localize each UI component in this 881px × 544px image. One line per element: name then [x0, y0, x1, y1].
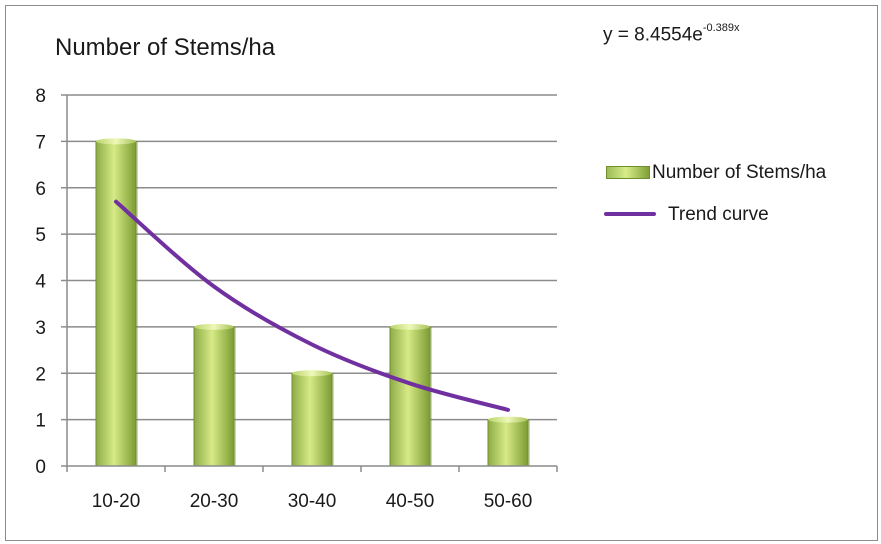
chart-title: Number of Stems/ha: [55, 34, 276, 61]
y-tick-label: 4: [35, 272, 46, 293]
y-tick-label: 2: [35, 364, 46, 385]
x-tick-label: 20-30: [190, 491, 239, 512]
trendline-equation: y = 8.4554e-0.389x: [603, 22, 740, 46]
bar: [487, 419, 529, 467]
legend-label-trend: Trend curve: [668, 204, 769, 225]
bar-cap: [488, 416, 528, 423]
legend-label-bars: Number of Stems/ha: [652, 162, 827, 183]
legend-swatch-trend: [604, 212, 656, 216]
bar-cap: [292, 370, 332, 377]
equation-exponent: -0.389x: [702, 22, 740, 34]
bar-cap: [390, 323, 430, 330]
bar-cap: [194, 323, 234, 330]
x-tick-label: 10-20: [92, 491, 141, 512]
bar: [389, 326, 431, 467]
x-tick-label: 50-60: [484, 491, 533, 512]
equation-text: y = 8.4554e: [603, 24, 703, 46]
legend-swatch-bars: [606, 166, 650, 179]
y-tick-label: 7: [35, 132, 46, 153]
bar: [193, 326, 235, 467]
x-tick-label: 40-50: [386, 491, 435, 512]
y-tick-label: 8: [35, 86, 46, 107]
y-tick-label: 5: [35, 225, 46, 246]
y-tick-label: 1: [35, 411, 46, 432]
trend-curve: [114, 199, 510, 412]
y-tick-label: 0: [35, 457, 46, 478]
y-tick-label: 6: [35, 179, 46, 200]
bar: [95, 140, 137, 467]
x-tick-label: 30-40: [288, 491, 337, 512]
bar-cap: [96, 138, 136, 145]
bar: [291, 372, 333, 467]
y-tick-label: 3: [35, 318, 46, 339]
